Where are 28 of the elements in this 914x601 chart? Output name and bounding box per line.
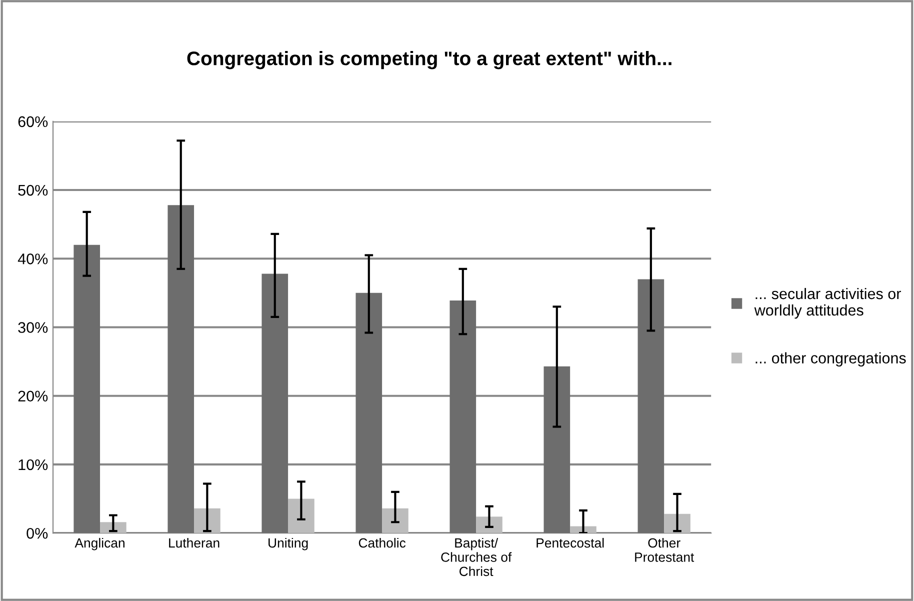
bar <box>450 300 476 534</box>
x-tick-label: Uniting <box>268 538 308 550</box>
y-tick-label: 10% <box>18 459 48 470</box>
y-tick-label: 40% <box>18 254 48 264</box>
x-tick-label: Anglican <box>74 538 124 550</box>
chart-title: Congregation is competing "to a great extent" with... <box>187 50 672 70</box>
x-tick-label: Catholic <box>358 538 406 548</box>
bar <box>262 274 288 534</box>
legend-label: ... secular activities or worldly attitudes <box>754 288 901 319</box>
x-tick-label: Other Protestant <box>635 538 694 562</box>
y-tick-label: 20% <box>18 390 48 402</box>
y-tick-label: 0% <box>26 528 48 539</box>
bar <box>476 516 502 534</box>
x-tick-label: Lutheran <box>169 538 220 548</box>
y-tick-label: 50% <box>18 184 48 196</box>
bar <box>74 244 100 534</box>
x-tick-label: Baptist/ Churches of Christ <box>441 538 512 576</box>
y-tick-label: 60% <box>18 116 48 128</box>
bar <box>356 292 382 534</box>
bar <box>638 279 664 534</box>
bar <box>194 508 220 534</box>
legend-label: ... other congregations <box>756 352 906 367</box>
bar <box>382 508 408 534</box>
y-tick-label: 30% <box>18 322 48 333</box>
bar <box>168 205 194 534</box>
bar <box>288 498 314 534</box>
x-tick-label: Pentecostal <box>536 538 604 548</box>
bar <box>544 366 570 534</box>
